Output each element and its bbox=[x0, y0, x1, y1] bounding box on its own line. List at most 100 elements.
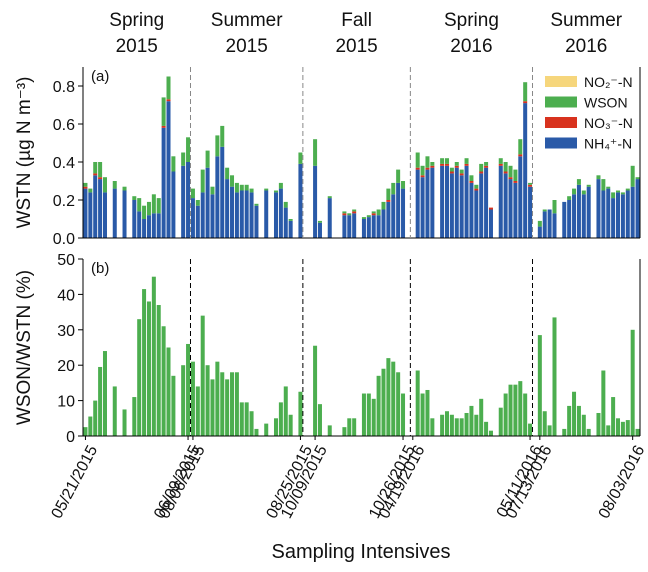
bar bbox=[401, 181, 406, 189]
bar bbox=[273, 418, 278, 436]
bar bbox=[361, 217, 366, 219]
bar bbox=[620, 421, 625, 436]
bar bbox=[479, 171, 484, 174]
bar bbox=[205, 150, 210, 168]
bar bbox=[381, 368, 386, 436]
bar bbox=[528, 184, 533, 187]
bar bbox=[381, 209, 386, 238]
bar bbox=[420, 393, 425, 436]
bar bbox=[391, 182, 396, 195]
bar bbox=[215, 361, 220, 436]
bar bbox=[371, 211, 376, 214]
bar bbox=[581, 190, 586, 195]
x-tick-label: 08/03/2016 bbox=[596, 443, 648, 522]
bar bbox=[596, 175, 601, 180]
bar bbox=[156, 198, 161, 214]
bar bbox=[137, 211, 142, 238]
bar bbox=[283, 386, 288, 436]
bar bbox=[166, 347, 171, 436]
bar bbox=[161, 127, 166, 238]
panel-label: (b) bbox=[91, 260, 109, 277]
bar bbox=[254, 428, 259, 436]
bar bbox=[83, 427, 88, 436]
bar bbox=[313, 345, 318, 436]
legend-swatch bbox=[545, 137, 577, 149]
bar bbox=[537, 335, 542, 436]
bar bbox=[415, 167, 420, 170]
bar bbox=[635, 179, 640, 238]
bar bbox=[425, 389, 430, 436]
bar bbox=[137, 198, 142, 212]
bar bbox=[352, 418, 357, 436]
bar bbox=[523, 393, 528, 436]
bar bbox=[537, 220, 542, 227]
bar bbox=[98, 177, 103, 180]
bar bbox=[371, 215, 376, 238]
y-tick-label: 0 bbox=[66, 429, 75, 446]
bar bbox=[430, 162, 435, 166]
bar bbox=[401, 188, 406, 238]
bar bbox=[102, 192, 107, 238]
y-tick-label: 50 bbox=[57, 252, 75, 269]
bar bbox=[474, 190, 479, 238]
bar bbox=[132, 196, 137, 200]
bar bbox=[142, 205, 147, 219]
bar bbox=[440, 414, 445, 436]
bar bbox=[264, 423, 269, 436]
bar bbox=[454, 165, 459, 168]
bar bbox=[635, 177, 640, 180]
bar bbox=[572, 194, 577, 238]
bar bbox=[523, 101, 528, 104]
bar bbox=[137, 319, 142, 436]
bar bbox=[616, 190, 621, 193]
bar bbox=[449, 167, 454, 172]
bar bbox=[425, 156, 430, 168]
group-title: 2015 bbox=[335, 36, 377, 57]
bar bbox=[234, 192, 239, 238]
bar bbox=[156, 305, 161, 436]
bar bbox=[83, 182, 88, 187]
bar bbox=[88, 188, 93, 193]
bar bbox=[508, 165, 513, 178]
bar bbox=[146, 201, 151, 216]
bar bbox=[616, 418, 621, 436]
bar bbox=[249, 192, 254, 238]
bar bbox=[230, 372, 235, 436]
bar bbox=[572, 391, 577, 436]
bar bbox=[352, 209, 357, 212]
x-tick-label: 05/21/2015 bbox=[49, 443, 102, 522]
bar bbox=[576, 179, 581, 185]
bar bbox=[186, 343, 191, 436]
group-title: Summer bbox=[550, 10, 622, 31]
group-title: 2016 bbox=[565, 36, 607, 57]
bar bbox=[186, 162, 191, 238]
bar bbox=[508, 384, 513, 436]
bar bbox=[347, 215, 352, 238]
bar bbox=[342, 427, 347, 436]
bar bbox=[498, 163, 503, 166]
bar bbox=[132, 200, 137, 238]
bar bbox=[396, 182, 401, 238]
bar bbox=[215, 156, 220, 238]
bar bbox=[513, 384, 518, 436]
bar bbox=[366, 393, 371, 436]
bar bbox=[586, 186, 591, 238]
y-tick-label: 0.2 bbox=[53, 193, 75, 210]
bar bbox=[239, 402, 244, 436]
bar bbox=[567, 196, 572, 200]
bar bbox=[327, 196, 332, 199]
bar bbox=[376, 215, 381, 238]
bar bbox=[625, 190, 630, 238]
bar bbox=[503, 393, 508, 436]
bar bbox=[562, 428, 567, 436]
bar bbox=[288, 414, 293, 436]
bar bbox=[454, 418, 459, 436]
bar bbox=[488, 207, 493, 210]
bar bbox=[371, 398, 376, 436]
bar bbox=[474, 184, 479, 189]
bar bbox=[464, 158, 469, 164]
bar bbox=[518, 381, 523, 436]
bar bbox=[445, 163, 450, 166]
bar bbox=[278, 182, 283, 189]
bar bbox=[166, 101, 171, 238]
